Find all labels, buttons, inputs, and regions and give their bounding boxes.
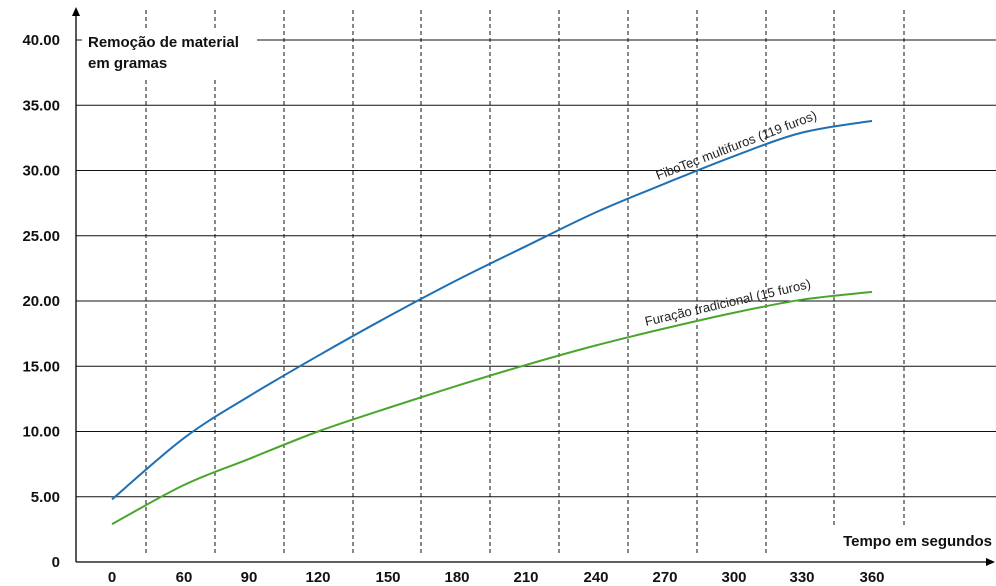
y-axis-arrow-icon [72, 7, 80, 16]
x-axis-label: Tempo em segundos [843, 533, 992, 550]
x-tick-label-1: 60 [176, 569, 193, 586]
x-tick-label-6: 210 [513, 569, 538, 586]
series-line-1 [111, 290, 873, 526]
series-label-fibotec: FiboTec multifuros (119 furos) [654, 108, 819, 183]
series-lines [111, 119, 873, 526]
y-axis-label-line-2: em gramas [88, 55, 167, 72]
x-tick-label-9: 300 [721, 569, 746, 586]
y-axis-label-line-1: Remoção de material [88, 34, 239, 51]
x-tick-label-11: 360 [859, 569, 884, 586]
y-tick-label-3: 15.00 [22, 358, 60, 375]
y-tick-label-7: 35.00 [22, 97, 60, 114]
y-tick-label-1: 5.00 [31, 489, 60, 506]
y-tick-label-8: 40.00 [22, 32, 60, 49]
x-label-background [828, 528, 994, 554]
vertical-gridlines [145, 10, 905, 556]
x-tick-label-0: 0 [108, 569, 116, 586]
y-tick-label-0: 0 [52, 554, 60, 571]
y-tick-label-2: 10.00 [22, 424, 60, 441]
x-tick-label-4: 150 [375, 569, 400, 586]
y-tick-label-6: 30.00 [22, 163, 60, 180]
x-tick-label-8: 270 [652, 569, 677, 586]
horizontal-gridlines [76, 39, 996, 498]
y-tick-labels: 0 5.00 10.00 15.00 20.00 25.00 30.00 35.00 40.00 [22, 32, 60, 571]
x-tick-label-3: 120 [305, 569, 330, 586]
y-tick-label-5: 25.00 [22, 228, 60, 245]
x-tick-label-7: 240 [583, 569, 608, 586]
x-tick-label-2: 90 [241, 569, 258, 586]
y-tick-label-4: 20.00 [22, 293, 60, 310]
x-tick-label-5: 180 [444, 569, 469, 586]
x-tick-labels: 0 60 90 120 150 180 210 240 270 300 330 360 [108, 569, 885, 586]
x-tick-label-10: 330 [789, 569, 814, 586]
y-label-background [82, 28, 257, 78]
series-line-0 [111, 119, 873, 501]
x-axis-arrow-icon [986, 558, 995, 566]
axes [72, 7, 995, 566]
